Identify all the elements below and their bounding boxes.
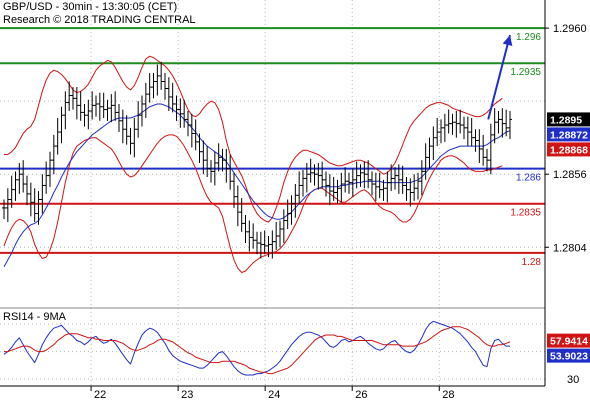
x-tick-label: 28 bbox=[442, 389, 454, 400]
price-tag-bg bbox=[547, 142, 590, 157]
price-tag: 1.28872 bbox=[550, 129, 588, 141]
level-label: 1.28 bbox=[522, 257, 542, 268]
x-tick-label: 24 bbox=[268, 389, 280, 400]
levels-layer: 1.296 1.2935 1.286 1.2835 1.28 bbox=[0, 27, 545, 268]
forecast-arrow-head bbox=[502, 35, 513, 47]
bollinger-upper-line bbox=[4, 55, 503, 223]
level-label: 1.2835 bbox=[510, 208, 541, 219]
x-tick-label: 23 bbox=[181, 389, 193, 400]
tags-layer: 1.2895 1.28872 1.28868 57.9414 53.9023 bbox=[547, 112, 590, 363]
price-tag: 1.2895 bbox=[550, 114, 582, 126]
rsi-value-tag: 57.9414 bbox=[550, 336, 588, 348]
rsi-value-tag-bg bbox=[547, 348, 590, 363]
chart-header-title: GBP/USD - 30min - 13:30:05 (CET) bbox=[3, 1, 178, 13]
level-label: 1.296 bbox=[516, 32, 541, 43]
price-layer bbox=[2, 34, 513, 259]
y-tick-label: 1.2960 bbox=[553, 23, 587, 35]
rsi-value-tag-bg bbox=[547, 333, 590, 348]
y-tick-label: 1.2856 bbox=[553, 169, 587, 181]
level-label: 1.2935 bbox=[510, 67, 541, 78]
rsi-panel-title: RSI14 - 9MA bbox=[3, 311, 67, 323]
rsi-layer: RSI14 - 9MA bbox=[3, 311, 511, 376]
rsi-series-line bbox=[4, 326, 511, 375]
level-label: 1.286 bbox=[516, 173, 541, 184]
x-tick-label: 22 bbox=[94, 389, 106, 400]
forecast-arrow-line bbox=[487, 34, 511, 120]
chart-header-copyright: Research © 2018 TRADING CENTRAL bbox=[3, 14, 196, 26]
price-tag-bg bbox=[547, 112, 590, 127]
price-tag-bg bbox=[547, 127, 590, 142]
y-tick-label: 1.2804 bbox=[553, 242, 587, 254]
x-tick-label: 26 bbox=[355, 389, 367, 400]
rsi-series-line bbox=[3, 320, 510, 376]
bollinger-lower-line bbox=[3, 134, 503, 273]
rsi-y-tick-label: 30 bbox=[567, 374, 579, 386]
rsi-value-tag: 53.9023 bbox=[550, 351, 588, 363]
price-tag: 1.28868 bbox=[550, 144, 588, 156]
